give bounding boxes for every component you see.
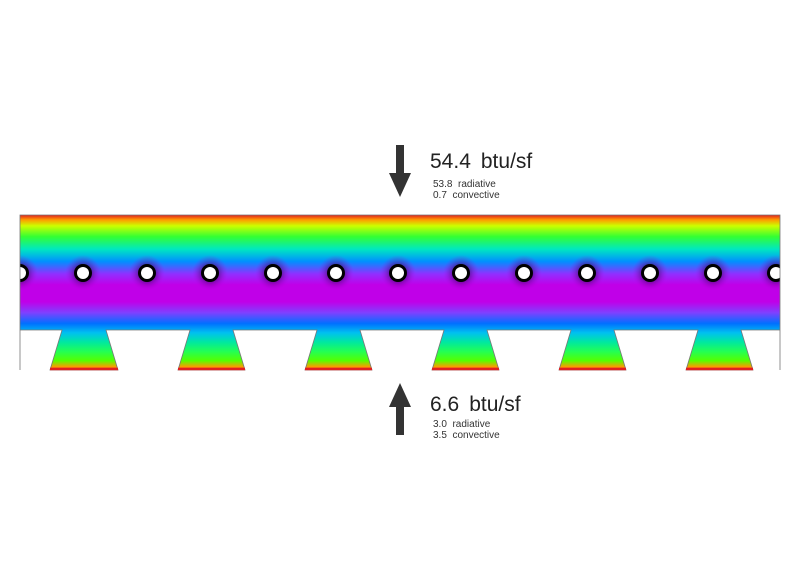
top-flux-value: 54.4 (430, 150, 471, 173)
bottom-flux-convective: 3.5 convective (433, 430, 500, 441)
bottom-flux-value: 6.6 (430, 393, 460, 416)
tube-hole (77, 267, 89, 279)
top-flux-total: 54.4 btu/sf (430, 150, 532, 174)
bottom-convective-value: 3.5 (433, 430, 447, 441)
tube-hole (204, 267, 216, 279)
top-convective-label: convective (452, 190, 500, 201)
tube-hole-ring (20, 264, 29, 282)
top-flux-unit: btu/sf (480, 150, 533, 173)
arrow-up-icon (389, 383, 411, 435)
tube-hole-shadow (20, 255, 38, 291)
top-radiative-label: radiative (458, 179, 496, 190)
tube-hole (392, 267, 404, 279)
slab-section (20, 215, 780, 370)
tube-hole (330, 267, 342, 279)
tube-hole (707, 267, 719, 279)
tube-hole (644, 267, 656, 279)
bottom-flux-radiative: 3.0 radiative (433, 419, 490, 430)
tube-hole (20, 267, 26, 279)
top-flux-radiative: 53.8 radiative (433, 179, 496, 190)
bottom-radiative-value: 3.0 (433, 419, 447, 430)
arrow-down-icon (389, 145, 411, 197)
bottom-convective-label: convective (452, 430, 500, 441)
top-flux-convective: 0.7 convective (433, 190, 500, 201)
tube-hole (455, 267, 467, 279)
bottom-flux-total: 6.6 btu/sf (430, 393, 521, 417)
tube-hole (518, 267, 530, 279)
tube-hole (141, 267, 153, 279)
top-convective-value: 0.7 (433, 190, 447, 201)
bottom-radiative-label: radiative (452, 419, 491, 430)
tube-hole (267, 267, 279, 279)
bottom-flux-unit: btu/sf (469, 393, 521, 416)
tube-holes (20, 255, 780, 291)
tube-hole (770, 267, 780, 279)
top-radiative-value: 53.8 (433, 179, 453, 190)
temperature-field (20, 215, 780, 370)
tube-hole (581, 267, 593, 279)
